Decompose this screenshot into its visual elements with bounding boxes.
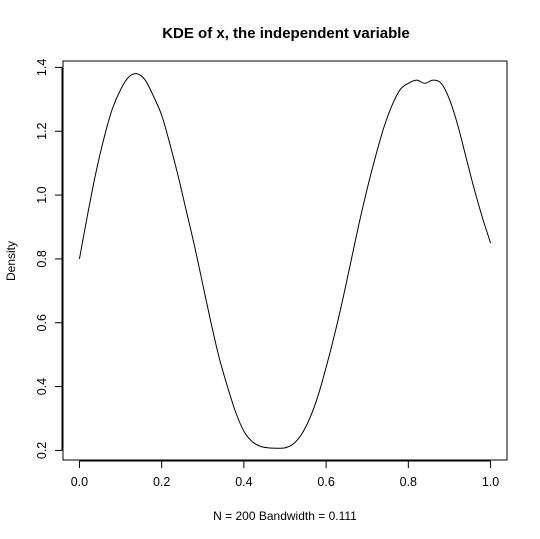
y-tick-label: 1.2: [35, 122, 49, 139]
x-axis: 0.0 0.2 0.4 0.6 0.8 1.0: [71, 460, 499, 489]
x-tick-label: 0.6: [317, 475, 334, 489]
x-tick-label: 1.0: [482, 475, 499, 489]
y-axis-label: Density: [4, 241, 18, 281]
chart-title: KDE of x, the independent variable: [162, 25, 410, 42]
y-tick-label: 1.0: [35, 186, 49, 203]
x-tick-label: 0.0: [71, 475, 88, 489]
y-tick-label: 0.6: [35, 314, 49, 331]
y-axis: 0.2 0.4 0.6 0.8 1.0 1.2 1.4: [35, 59, 63, 459]
plot-frame: [62, 60, 508, 461]
y-tick-label: 0.2: [35, 442, 49, 459]
y-tick-label: 0.8: [35, 250, 49, 267]
x-tick-label: 0.8: [400, 475, 417, 489]
y-tick-label: 0.4: [35, 378, 49, 395]
y-tick-label: 1.4: [35, 59, 49, 76]
density-curve: [78, 73, 492, 449]
x-axis-label: N = 200 Bandwidth = 0.111: [213, 509, 357, 523]
x-tick-label: 0.2: [153, 475, 170, 489]
x-tick-label: 0.4: [235, 475, 252, 489]
